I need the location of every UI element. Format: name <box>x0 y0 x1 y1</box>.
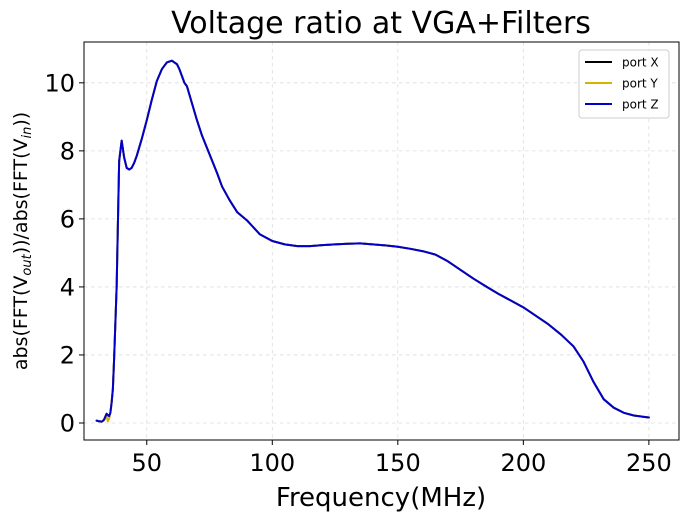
chart-title: Voltage ratio at VGA+Filters <box>171 6 591 41</box>
x-axis-ticks: 50 100 150 200 250 <box>131 440 672 477</box>
y-tick-label: 2 <box>60 341 75 369</box>
x-tick-label: 150 <box>375 449 421 477</box>
y-tick-label: 6 <box>60 205 75 233</box>
legend-label: port Y <box>622 77 658 91</box>
x-axis-title: Frequency(MHz) <box>276 483 486 513</box>
y-axis-title: abs(FFT(Vout))/abs(FFT(Vin)) <box>10 112 35 370</box>
y-axis-title-part: ))/abs(FFT(V <box>10 139 32 255</box>
series-line-port-z <box>95 59 650 423</box>
y-tick-label: 8 <box>60 137 75 165</box>
x-tick-label: 200 <box>500 449 546 477</box>
y-axis-title-part: abs(FFT(V <box>10 276 32 371</box>
y-axis-title-part: in <box>20 127 35 139</box>
plot-series <box>95 59 650 423</box>
y-tick-label: 4 <box>60 273 75 301</box>
y-axis-ticks: 0 2 4 6 8 10 <box>44 69 84 437</box>
x-tick-label: 100 <box>249 449 295 477</box>
y-tick-label: 0 <box>60 409 75 437</box>
y-axis-title-part: )) <box>10 112 32 127</box>
y-tick-label: 10 <box>44 69 75 97</box>
x-tick-label: 50 <box>131 449 162 477</box>
legend: port X port Y port Z <box>578 49 670 119</box>
legend-label: port X <box>622 56 659 70</box>
legend-label: port Z <box>622 98 659 112</box>
y-axis-title-part: out <box>20 253 35 275</box>
x-tick-label: 250 <box>626 449 672 477</box>
legend-box <box>578 49 670 119</box>
plot-area-frame <box>83 41 680 441</box>
